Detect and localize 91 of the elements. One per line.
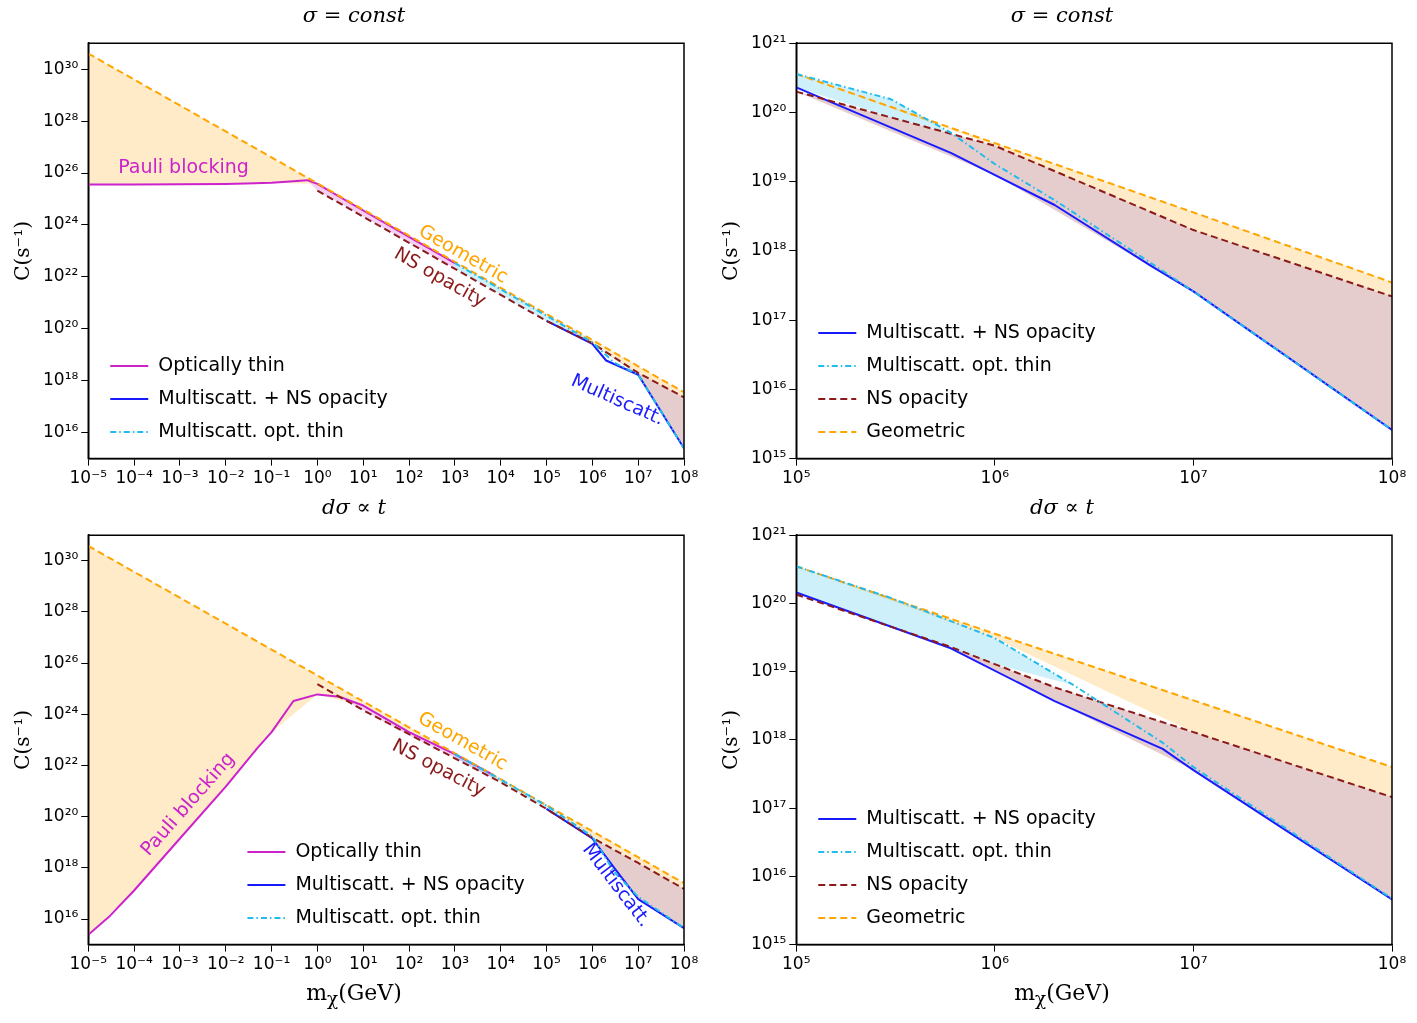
y-tick-label: 10¹⁹	[751, 660, 787, 681]
x-tick-label: 10⁻⁴	[115, 467, 153, 488]
x-axis-title: m$_{χ}$(GeV)	[1014, 979, 1110, 1012]
x-tick-label: 10⁷	[623, 953, 653, 974]
y-tick-label: 10²⁴	[43, 702, 79, 723]
y-tick-label: 10¹⁵	[751, 447, 787, 468]
y-tick-label: 10²⁴	[43, 213, 79, 234]
x-tick-label: 10⁻²	[207, 467, 245, 488]
legend-label: Multiscatt. + NS opacity	[866, 806, 1096, 829]
x-tick-label: 10⁶	[578, 953, 607, 974]
x-tick-label: 10⁻³	[161, 953, 199, 974]
x-tick-label: 10⁻²	[207, 953, 245, 974]
y-tick-label: 10¹⁸	[43, 369, 79, 390]
x-tick-label: 10⁻⁵	[69, 467, 107, 488]
y-tick-label: 10²²	[43, 753, 79, 774]
x-tick-label: 10⁻³	[161, 467, 199, 488]
y-tick-label: 10¹⁹	[751, 170, 787, 191]
chart-title: σ = const	[1010, 2, 1114, 29]
y-tick-label: 10²²	[43, 265, 79, 286]
y-tick-label: 10³⁰	[43, 57, 79, 78]
x-axis-title: m$_{χ}$(GeV)	[306, 979, 402, 1012]
x-tick-label: 10⁴	[486, 467, 516, 488]
legend-label: Multiscatt. opt. thin	[158, 419, 344, 442]
y-tick-label: 10²⁰	[751, 100, 787, 121]
y-tick-label: 10²¹	[751, 523, 787, 544]
y-tick-label: 10¹⁶	[43, 907, 79, 928]
x-tick-label: 10⁴	[486, 953, 516, 974]
legend-label: Optically thin	[158, 353, 285, 376]
y-tick-label: 10²⁶	[43, 161, 79, 182]
x-tick-label: 10⁶	[980, 467, 1010, 488]
y-tick-label: 10¹⁶	[751, 864, 787, 885]
legend-label: NS opacity	[866, 386, 969, 409]
x-tick-label: 10⁸	[1377, 953, 1407, 974]
y-tick-label: 10³⁰	[43, 549, 79, 570]
x-tick-label: 10⁰	[303, 953, 332, 974]
x-tick-label: 10⁵	[532, 467, 561, 488]
x-tick-label: 10¹	[348, 467, 378, 488]
x-tick-label: 10³	[440, 953, 470, 974]
x-tick-label: 10⁰	[303, 467, 332, 488]
y-axis-title: C(s⁻¹)	[10, 221, 35, 281]
x-tick-label: 10⁶	[980, 953, 1010, 974]
x-tick-label: 10⁸	[669, 953, 699, 974]
y-tick-label: 10¹⁸	[43, 856, 79, 877]
x-tick-label: 10⁻⁵	[69, 953, 107, 974]
legend-label: Multiscatt. + NS opacity	[158, 386, 388, 409]
y-tick-label: 10²⁰	[43, 805, 79, 826]
legend-label: Multiscatt. opt. thin	[866, 353, 1052, 376]
chart-title: dσ ∝ t	[322, 494, 386, 521]
x-tick-label: 10⁵	[782, 467, 811, 488]
y-tick-label: 10²⁰	[43, 317, 79, 338]
y-tick-label: 10¹⁷	[751, 308, 787, 329]
y-tick-label: 10²¹	[751, 31, 787, 52]
x-tick-label: 10⁻⁴	[115, 953, 153, 974]
y-tick-label: 10²⁰	[751, 591, 787, 612]
x-tick-label: 10⁵	[782, 953, 811, 974]
x-tick-label: 10¹	[348, 953, 378, 974]
y-tick-label: 10²⁸	[43, 600, 79, 621]
legend-label: NS opacity	[866, 872, 969, 895]
x-tick-label: 10⁷	[1179, 467, 1208, 488]
x-tick-label: 10²	[394, 953, 424, 974]
legend-label: Multiscatt. opt. thin	[866, 839, 1052, 862]
x-tick-label: 10⁻¹	[252, 467, 291, 488]
legend-label: Multiscatt. opt. thin	[295, 905, 481, 928]
legend-label: Multiscatt. + NS opacity	[295, 872, 525, 895]
y-tick-label: 10²⁶	[43, 651, 79, 672]
y-tick-label: 10¹⁶	[751, 377, 787, 398]
y-tick-label: 10²⁸	[43, 109, 79, 130]
y-axis-title: C(s⁻¹)	[10, 710, 35, 770]
y-tick-label: 10¹⁸	[751, 728, 787, 749]
y-tick-label: 10¹⁷	[751, 796, 787, 817]
x-tick-label: 10³	[440, 467, 470, 488]
x-tick-label: 10²	[394, 467, 424, 488]
legend-label: Optically thin	[295, 839, 422, 862]
legend-label: Geometric	[866, 419, 966, 442]
y-tick-label: 10¹⁵	[751, 933, 787, 954]
chart-title: dσ ∝ t	[1030, 494, 1094, 521]
x-tick-label: 10⁶	[578, 467, 607, 488]
x-tick-label: 10⁻¹	[252, 953, 291, 974]
x-tick-label: 10⁷	[1179, 953, 1208, 974]
y-tick-label: 10¹⁶	[43, 421, 79, 442]
x-tick-label: 10⁷	[623, 467, 653, 488]
chart-title: σ = const	[302, 2, 406, 29]
x-tick-label: 10⁵	[532, 953, 561, 974]
y-tick-label: 10¹⁸	[751, 239, 787, 260]
legend-label: Multiscatt. + NS opacity	[866, 320, 1096, 343]
x-tick-label: 10⁸	[1377, 467, 1407, 488]
y-axis-title: C(s⁻¹)	[718, 221, 743, 281]
x-tick-label: 10⁸	[669, 467, 699, 488]
legend-label: Geometric	[866, 905, 966, 928]
annotation: Pauli blocking	[118, 154, 249, 177]
y-axis-title: C(s⁻¹)	[718, 710, 743, 770]
